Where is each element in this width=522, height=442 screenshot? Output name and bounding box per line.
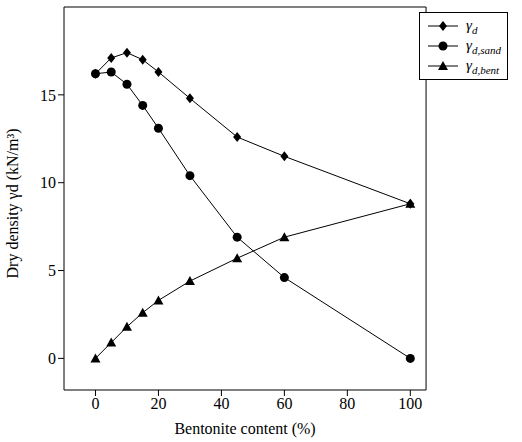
svg-text:0: 0: [48, 350, 56, 367]
svg-text:80: 80: [339, 395, 355, 412]
svg-text:100: 100: [398, 395, 422, 412]
svg-text:20: 20: [150, 395, 166, 412]
svg-text:5: 5: [48, 262, 56, 279]
svg-text:15: 15: [40, 87, 56, 104]
svg-text:0: 0: [91, 395, 99, 412]
svg-text:Dry density γd (kN/m³): Dry density γd (kN/m³): [4, 128, 22, 278]
svg-text:60: 60: [276, 395, 292, 412]
svg-text:Bentonite content (%): Bentonite content (%): [174, 420, 315, 438]
svg-text:40: 40: [213, 395, 229, 412]
svg-text:10: 10: [40, 174, 56, 191]
html-text:γd: γd: [466, 16, 478, 36]
html-text:γd,bent: γd,bent: [466, 56, 500, 76]
html-text:γd,sand: γd,sand: [466, 36, 501, 56]
